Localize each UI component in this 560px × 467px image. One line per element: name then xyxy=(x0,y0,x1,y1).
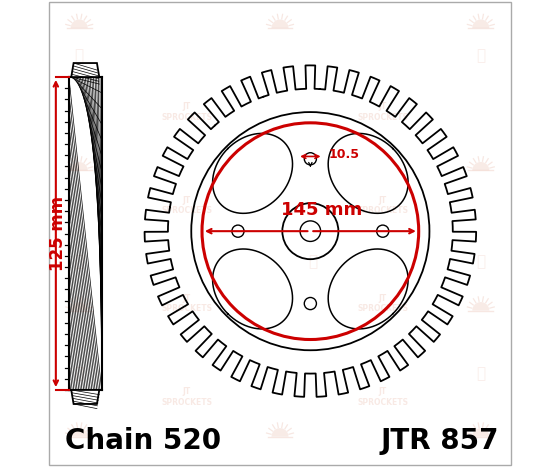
Polygon shape xyxy=(71,63,99,77)
Text: 10.5: 10.5 xyxy=(328,148,359,161)
Polygon shape xyxy=(272,20,288,28)
Text: Chain 520: Chain 520 xyxy=(65,427,221,455)
Text: JT
SPROCKETS: JT SPROCKETS xyxy=(357,294,408,313)
Text: 145 mm: 145 mm xyxy=(282,201,363,219)
Polygon shape xyxy=(472,428,489,437)
Text: JTR 857: JTR 857 xyxy=(381,427,500,455)
Text: 朮: 朮 xyxy=(476,366,486,381)
Text: 125 mm: 125 mm xyxy=(49,196,67,271)
Text: 朮: 朮 xyxy=(74,254,84,269)
Text: JT
SPROCKETS: JT SPROCKETS xyxy=(161,196,212,215)
Polygon shape xyxy=(71,390,99,404)
Polygon shape xyxy=(71,162,88,170)
Text: JT
SPROCKETS: JT SPROCKETS xyxy=(161,102,212,122)
Text: 朮: 朮 xyxy=(476,49,486,64)
Text: 朮: 朮 xyxy=(74,49,84,64)
Text: 朮: 朮 xyxy=(476,254,486,269)
Polygon shape xyxy=(71,20,88,28)
Polygon shape xyxy=(71,428,88,437)
Text: 朮: 朮 xyxy=(308,254,318,269)
Text: JT
SPROCKETS: JT SPROCKETS xyxy=(161,294,212,313)
Text: 朮: 朮 xyxy=(74,366,84,381)
Polygon shape xyxy=(71,302,88,311)
Text: JT
SPROCKETS: JT SPROCKETS xyxy=(357,196,408,215)
Text: JT
SPROCKETS: JT SPROCKETS xyxy=(161,387,212,407)
Polygon shape xyxy=(472,302,489,311)
Polygon shape xyxy=(272,428,288,437)
Text: JT
SPROCKETS: JT SPROCKETS xyxy=(357,387,408,407)
Polygon shape xyxy=(472,162,489,170)
Text: JT
SPROCKETS: JT SPROCKETS xyxy=(357,102,408,122)
Polygon shape xyxy=(472,20,489,28)
